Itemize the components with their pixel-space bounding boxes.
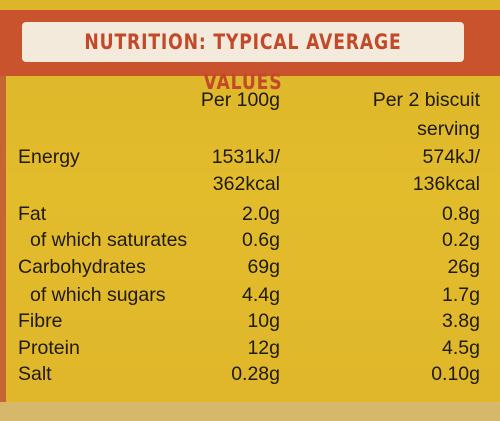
row-label-carbohydrates: Carbohydrates [18,256,146,278]
row-label-saturates: of which saturates [30,229,188,251]
column-header-per-serving: Per 2 biscuit [372,89,480,111]
value-energy-per100-kj: 1531kJ/ [211,146,280,168]
row-label-energy: Energy [18,146,80,168]
bottom-strip [0,402,500,421]
value-sugars-per100: 4.4g [242,284,280,306]
row-label-sugars: of which sugars [30,284,166,306]
column-header-per-serving-line2: serving [417,118,480,140]
row-label-fat: Fat [18,203,47,225]
value-fibre-serving: 3.8g [442,310,480,332]
value-protein-per100: 12g [247,337,280,359]
value-energy-serving-kj: 574kJ/ [422,146,480,168]
row-label-protein: Protein [18,337,80,359]
value-saturates-serving: 0.2g [442,229,480,251]
value-carbohydrates-serving: 26g [447,256,480,278]
column-header-per-100g: Per 100g [200,89,280,111]
value-fat-serving: 0.8g [442,203,480,225]
value-salt-per100: 0.28g [231,363,280,385]
value-energy-per100-kcal: 362kcal [212,173,280,195]
value-sugars-serving: 1.7g [442,284,480,306]
value-fat-per100: 2.0g [242,203,280,225]
header-box: NUTRITION: TYPICAL AVERAGE VALUES [22,22,464,94]
value-energy-serving-kcal: 136kcal [412,173,480,195]
value-saturates-per100: 0.6g [242,229,280,251]
row-label-salt: Salt [18,363,52,385]
nutrition-title: NUTRITION: TYPICAL AVERAGE VALUES [84,30,402,94]
value-fibre-per100: 10g [247,310,280,332]
row-label-fibre: Fibre [18,310,63,332]
value-salt-serving: 0.10g [431,363,480,385]
value-carbohydrates-per100: 69g [247,256,280,278]
value-protein-serving: 4.5g [442,337,480,359]
left-edge-strip [0,76,6,421]
